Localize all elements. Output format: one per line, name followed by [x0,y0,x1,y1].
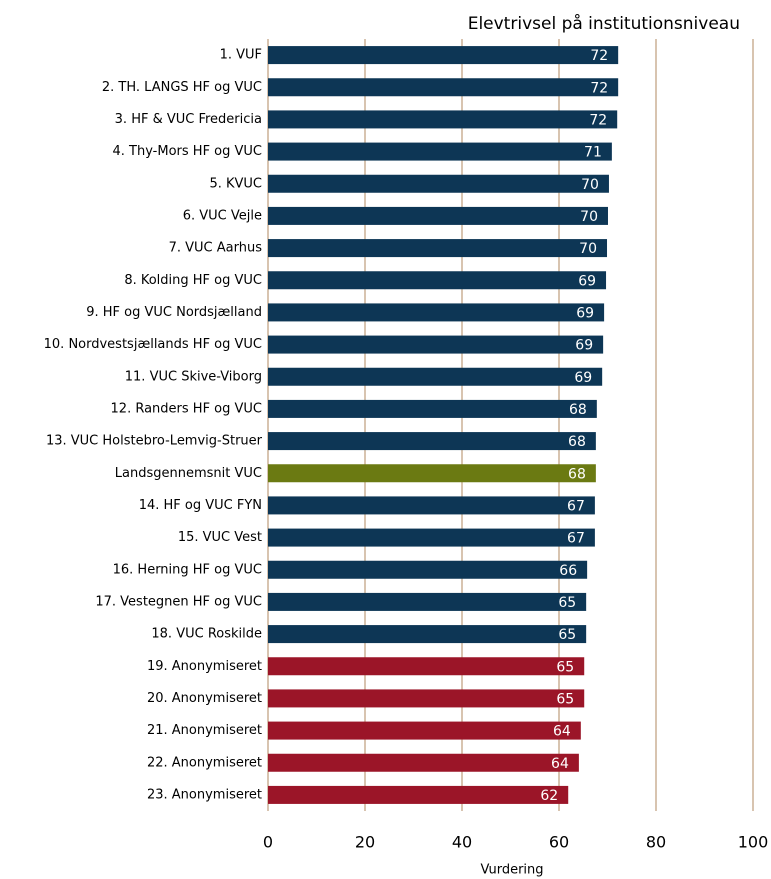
bar [268,464,596,483]
value-label: 69 [576,305,594,321]
value-label: 67 [567,531,585,547]
y-tick-label: 5. KVUC [209,176,262,191]
value-label: 65 [556,659,574,675]
value-label: 64 [553,724,571,740]
bar [268,271,607,290]
y-tick-label: 13. VUC Holstebro-Lemvig-Struer [46,434,263,449]
y-tick-label: 15. VUC Vest [178,530,262,545]
y-tick-label: 21. Anonymiseret [147,723,262,738]
bar [268,335,604,354]
y-tick-label: 6. VUC Vejle [183,208,262,223]
value-label: 64 [551,756,569,772]
y-tick-label: 11. VUC Skive-Viborg [125,369,262,384]
value-label: 72 [589,112,607,128]
value-label: 65 [556,691,574,707]
y-tick-label: 4. Thy-Mors HF og VUC [113,144,263,159]
value-label: 69 [575,338,593,354]
bar [268,110,618,129]
bar [268,753,579,772]
bar [268,528,595,547]
y-tick-label: 16. Herning HF og VUC [113,562,262,577]
x-tick-label: 20 [355,833,375,852]
y-tick-label: 8. Kolding HF og VUC [124,273,262,288]
y-tick-label: 20. Anonymiseret [147,691,262,706]
bar [268,174,609,193]
bar [268,657,585,676]
y-tick-label: 10. Nordvestsjællands HF og VUC [44,337,262,352]
x-axis-label: Vurdering [480,863,543,878]
y-tick-label: 18. VUC Roskilde [151,627,262,642]
bar [268,46,619,65]
y-tick-label: 17. Vestegnen HF og VUC [95,594,262,609]
y-tick-label: 1. VUF [220,48,262,63]
x-tick-label: 100 [738,833,769,852]
bar [268,432,596,451]
value-label: 69 [574,370,592,386]
value-label: 70 [580,209,598,225]
y-tick-label: 14. HF og VUC FYN [139,498,262,513]
value-label: 70 [579,241,597,257]
y-tick-label: 22. Anonymiseret [147,755,262,770]
bar [268,721,581,740]
value-label: 62 [540,788,558,804]
value-label: 69 [578,273,596,289]
x-tick-label: 40 [452,833,472,852]
y-tick-label: 12. Randers HF og VUC [111,401,262,416]
y-tick-label: Landsgennemsnit VUC [115,466,262,481]
bar [268,399,597,418]
y-tick-label: 2. TH. LANGS HF og VUC [102,80,262,95]
x-tick-label: 80 [646,833,666,852]
value-label: 72 [590,80,608,96]
bar [268,496,595,515]
bar [268,625,587,644]
bar [268,592,587,611]
bar [268,785,569,804]
bar [268,303,605,322]
y-tick-label: 9. HF og VUC Nordsjælland [86,305,262,320]
bar [268,206,608,225]
bar [268,689,585,708]
value-label: 68 [568,466,586,482]
value-label: 68 [569,402,587,418]
y-tick-label: 23. Anonymiseret [147,787,262,802]
bar [268,78,619,97]
x-tick-label: 60 [549,833,569,852]
value-label: 66 [559,563,577,579]
bar [268,367,603,386]
bar [268,142,612,161]
value-label: 68 [568,434,586,450]
chart-title: Elevtrivsel på institutionsniveau [468,13,740,34]
y-tick-label: 7. VUC Aarhus [169,241,263,256]
y-tick-label: 19. Anonymiseret [147,659,262,674]
value-label: 65 [558,627,576,643]
y-tick-label: 3. HF & VUC Fredericia [115,112,262,127]
x-tick-label: 0 [263,833,273,852]
value-label: 67 [567,498,585,514]
value-label: 71 [584,145,602,161]
bar [268,560,588,579]
value-label: 72 [590,48,608,64]
bar [268,239,608,258]
value-label: 70 [581,177,599,193]
value-label: 65 [558,595,576,611]
